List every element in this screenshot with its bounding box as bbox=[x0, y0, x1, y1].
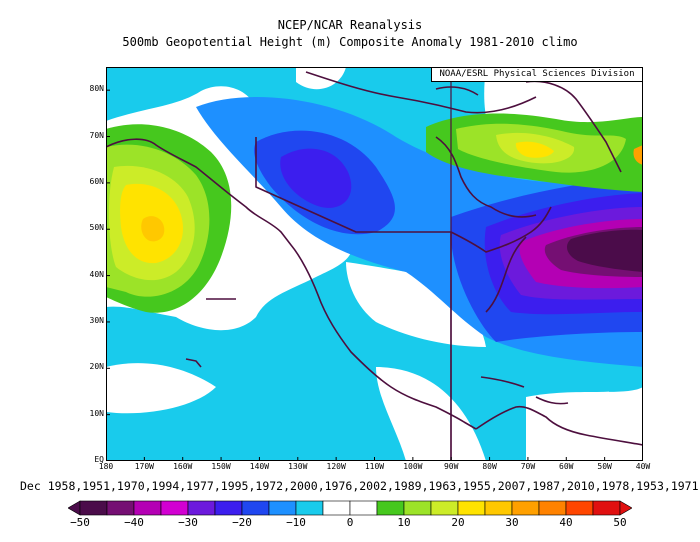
lat-label: 40N bbox=[89, 269, 104, 279]
colorbar-segment bbox=[484, 500, 513, 516]
lat-label: 10N bbox=[89, 408, 104, 418]
colorbar-segment bbox=[565, 500, 594, 516]
lon-label: 90W bbox=[443, 462, 459, 471]
colorbar-arrow-high bbox=[619, 500, 632, 516]
lon-label: 50W bbox=[597, 462, 612, 471]
lon-label: 40W bbox=[635, 462, 651, 471]
colorbar-segment bbox=[106, 500, 135, 516]
lat-label: 60N bbox=[89, 176, 104, 186]
lat-label: 50N bbox=[89, 223, 104, 233]
lon-label: 120W bbox=[326, 462, 346, 471]
anomaly-map bbox=[106, 67, 643, 461]
colorbar-segment bbox=[322, 500, 351, 516]
lon-label: 100W bbox=[403, 462, 423, 471]
lon-label: 140W bbox=[249, 462, 270, 471]
gulf-of-alaska-ridge bbox=[106, 124, 232, 313]
lon-label: 110W bbox=[364, 462, 385, 471]
colorbar bbox=[68, 500, 632, 516]
colorbar-tick-label: −50 bbox=[70, 516, 90, 529]
colorbar-segment bbox=[160, 500, 189, 516]
colorbar-segment bbox=[79, 500, 108, 516]
lat-label: 30N bbox=[89, 315, 104, 325]
title-line-1: NCEP/NCAR Reanalysis bbox=[277, 18, 423, 32]
colorbar-segment bbox=[511, 500, 540, 516]
colorbar-tick-label: 40 bbox=[559, 516, 573, 529]
colorbar-tick-label: −30 bbox=[178, 516, 198, 529]
credit-label: NOAA/ESRL Physical Sciences Division bbox=[431, 68, 642, 82]
composite-years: Dec 1958,1951,1970,1994,1977,1995,1972,2… bbox=[20, 479, 700, 493]
axis-ticks bbox=[106, 89, 643, 461]
colorbar-segment bbox=[430, 500, 459, 516]
lat-label: 70N bbox=[89, 130, 104, 140]
colorbar-tick-label: 50 bbox=[613, 516, 627, 529]
colorbar-segment bbox=[349, 500, 378, 516]
baffin-ridge bbox=[426, 113, 643, 192]
colorbar-tick-label: −10 bbox=[286, 516, 306, 529]
eastern-atlantic-trough bbox=[450, 177, 643, 342]
colorbar-segment bbox=[538, 500, 567, 516]
lon-label: 150W bbox=[211, 462, 231, 471]
colorbar-segment bbox=[214, 500, 243, 516]
colorbar-tick-label: 10 bbox=[397, 516, 411, 529]
colorbar-tick-label: −40 bbox=[124, 516, 144, 529]
lon-label: 180 bbox=[98, 462, 114, 471]
colorbar-segment bbox=[457, 500, 486, 516]
lon-label: 170W bbox=[134, 462, 154, 471]
lon-label: 80W bbox=[482, 462, 497, 471]
lat-label: 80N bbox=[89, 84, 104, 94]
lon-label: 160W bbox=[173, 462, 193, 471]
colorbar-segment bbox=[187, 500, 216, 516]
colorbar-tick-label: 0 bbox=[346, 516, 354, 529]
colorbar-segment bbox=[403, 500, 432, 516]
colorbar-segment bbox=[592, 500, 621, 516]
lon-label: 60W bbox=[559, 462, 574, 471]
colorbar-tick-label: 30 bbox=[505, 516, 519, 529]
colorbar-segment bbox=[133, 500, 162, 516]
lon-label: 130W bbox=[288, 462, 308, 471]
colorbar-arrow-low bbox=[68, 500, 81, 516]
colorbar-segment bbox=[268, 500, 297, 516]
colorbar-tick-label: −20 bbox=[232, 516, 252, 529]
lat-label: EQ bbox=[94, 455, 104, 464]
colorbar-segment bbox=[241, 500, 270, 516]
lat-label: 20N bbox=[89, 362, 104, 372]
lon-label: 70W bbox=[520, 462, 536, 471]
colorbar-segment bbox=[295, 500, 324, 516]
colorbar-tick-label: 20 bbox=[451, 516, 465, 529]
colorbar-segment bbox=[376, 500, 405, 516]
title-line-2: 500mb Geopotential Height (m) Composite … bbox=[122, 35, 578, 49]
